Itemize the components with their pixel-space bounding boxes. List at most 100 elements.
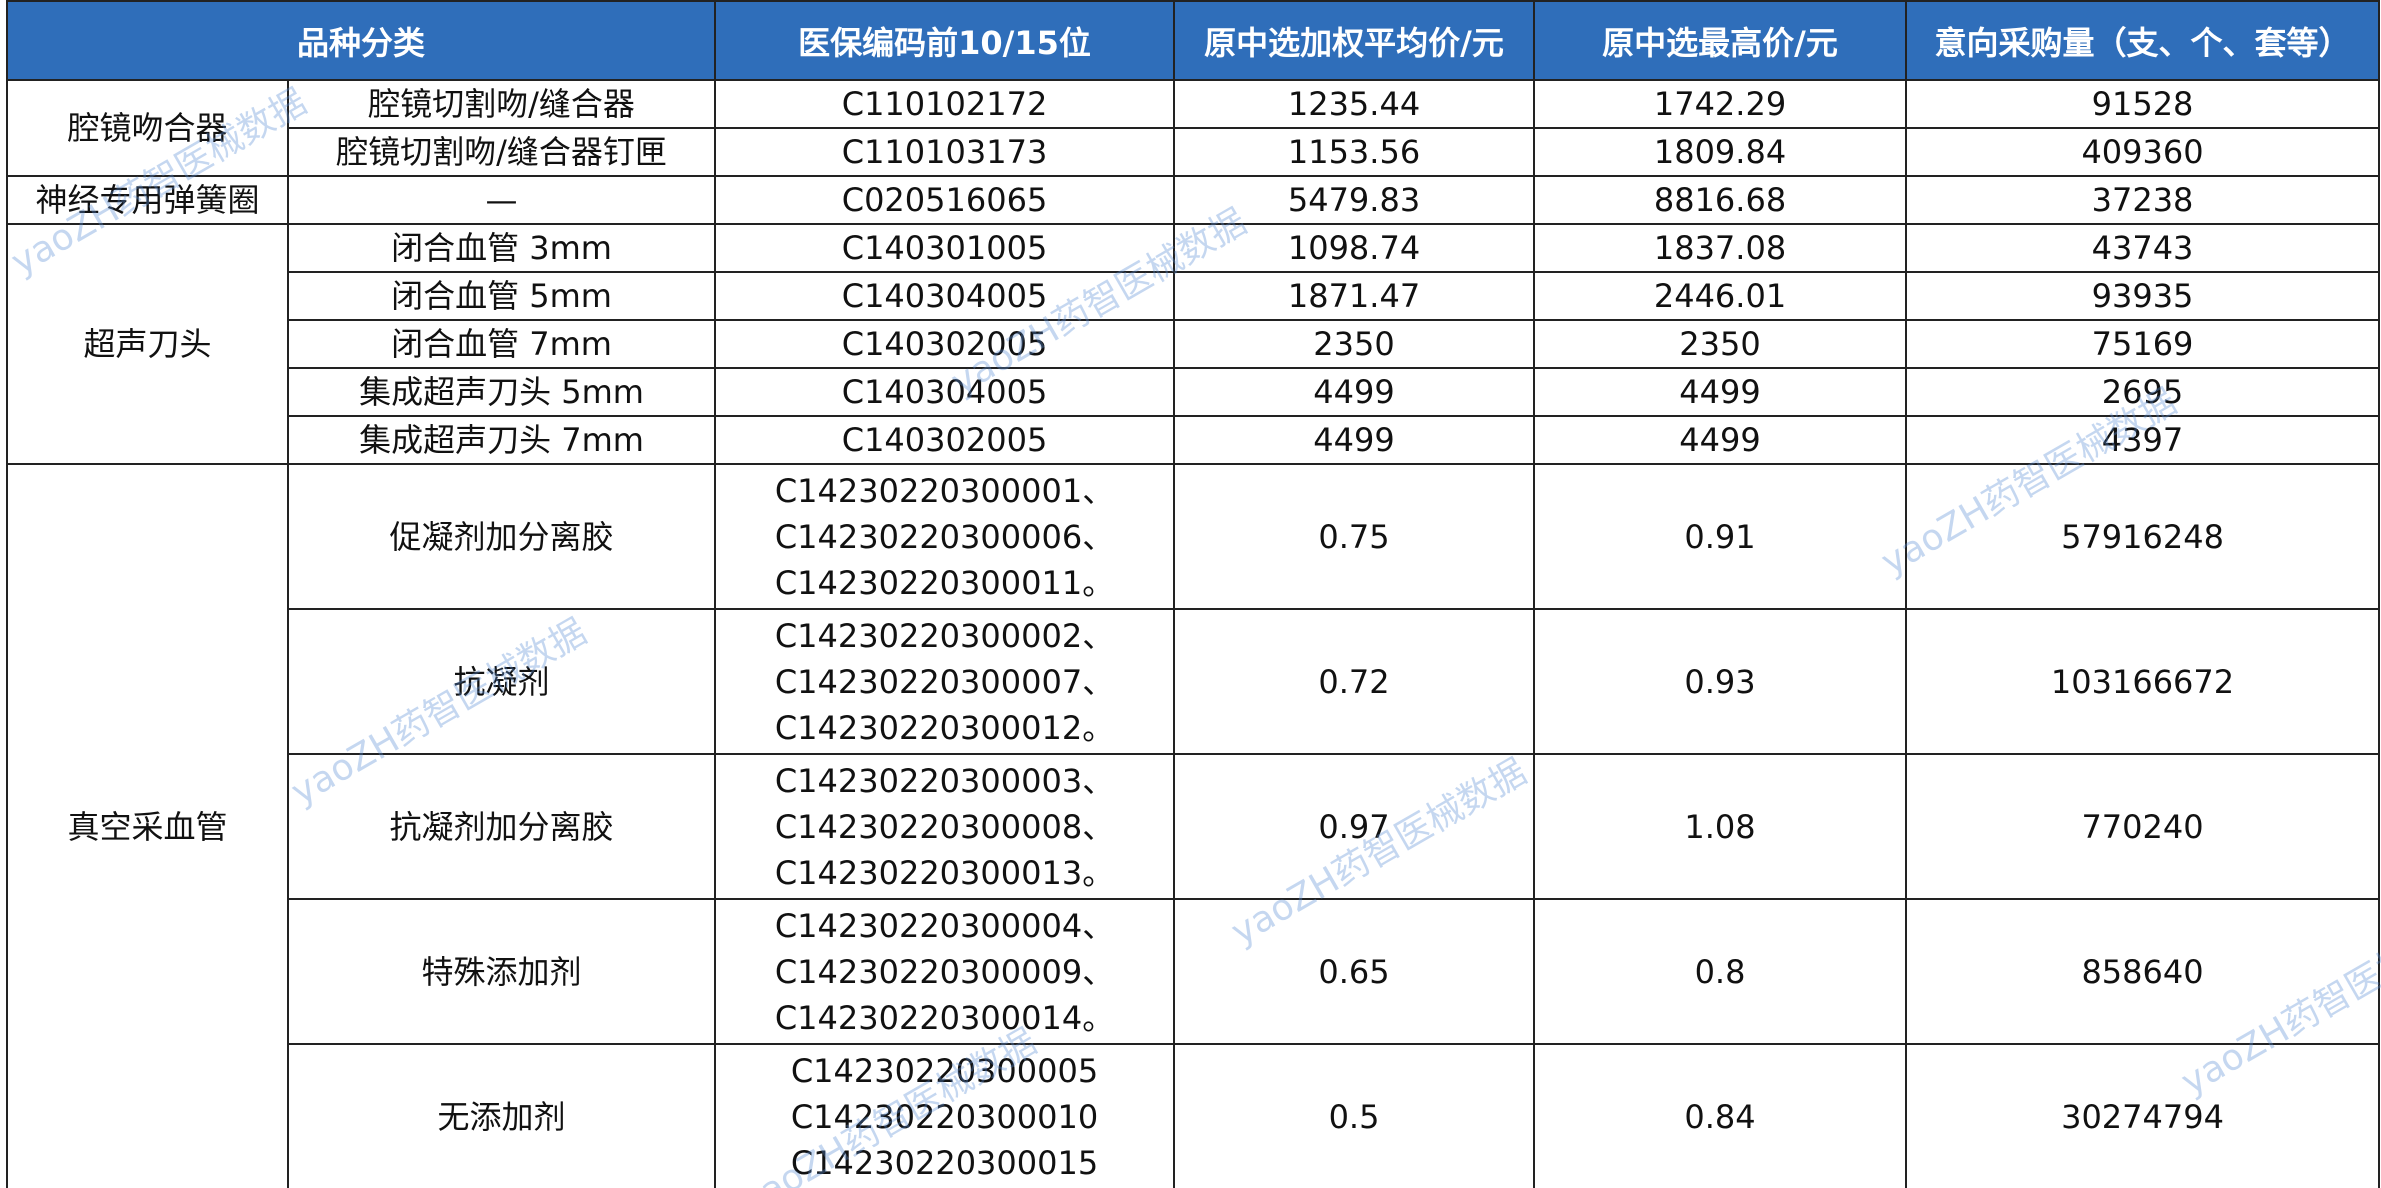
header-cell: 原中选最高价/元 (1533, 0, 1908, 81)
code-cell: C140301005 (714, 223, 1176, 273)
quantity-cell: 37238 (1905, 175, 2381, 225)
code-line: C14230220300009、 (774, 952, 1115, 991)
category-cell: 真空采血管 (6, 463, 289, 1188)
code-line: C140304005 (841, 373, 1048, 411)
table-row: 神经专用弹簧圈 — C020516065 5479.83 8816.68 37238 (6, 175, 2381, 225)
item-name-cell: 闭合血管 3mm (286, 223, 717, 273)
code-line: C140302005 (841, 325, 1048, 363)
max-price-cell: 0.93 (1533, 608, 1908, 755)
header-cell: 医保编码前10/15位 (714, 0, 1176, 81)
code-cell: C140302005 (714, 415, 1176, 465)
table-body: 腔镜吻合器 腔镜切割吻/缝合器 C110102172 1235.44 1742.29 91… (6, 79, 2381, 1188)
table-row: 无添加剂 C14230220300005 C14230220300010 C14230… (7, 1043, 2381, 1188)
quantity-cell: 43743 (1905, 223, 2381, 273)
code-line: C020516065 (841, 181, 1048, 219)
max-price-cell: 4499 (1533, 415, 1908, 465)
code-cell: C14230220300002、 C14230220300007、 C1423022… (714, 608, 1176, 755)
table-row: 集成超声刀头 5mm C140304005 4499 4499 2695 (7, 367, 2381, 417)
code-cell: C110103173 (714, 127, 1176, 177)
avg-price-cell: 1153.56 (1173, 127, 1536, 177)
avg-price-cell: 0.5 (1173, 1043, 1536, 1188)
procurement-table: 品种分类 医保编码前10/15位 原中选加权平均价/元 原中选最高价/元 意向采购量（支… (5, 0, 2381, 1188)
max-price-cell: 1809.84 (1533, 127, 1908, 177)
table-row: 集成超声刀头 7mm C140302005 4499 4499 4397 (7, 415, 2381, 465)
code-cell: C140302005 (714, 319, 1176, 369)
avg-price-cell: 2350 (1173, 319, 1536, 369)
quantity-cell: 103166672 (1905, 608, 2381, 755)
quantity-cell: 409360 (1905, 127, 2381, 177)
quantity-cell: 30274794 (1905, 1043, 2381, 1188)
category-cell: 腔镜吻合器 (6, 79, 289, 177)
item-name-cell: 特殊添加剂 (286, 898, 717, 1045)
table-row: 闭合血管 5mm C140304005 1871.47 2446.01 93935 (7, 271, 2381, 321)
code-cell: C140304005 (714, 271, 1176, 321)
code-line: C14230220300003、 (774, 761, 1115, 800)
code-line: C14230220300008、 (774, 807, 1115, 846)
quantity-cell: 4397 (1905, 415, 2381, 465)
item-name-cell: 闭合血管 5mm (286, 271, 717, 321)
code-line: C14230220300006、 (774, 517, 1115, 556)
table-row: 抗凝剂加分离胶 C14230220300003、 C14230220300008、 C… (7, 753, 2381, 900)
max-price-cell: 0.91 (1533, 463, 1908, 610)
code-line: C14230220300004、 (774, 906, 1115, 945)
quantity-cell: 91528 (1905, 79, 2381, 129)
code-line: C140304005 (841, 277, 1048, 315)
quantity-cell: 770240 (1905, 753, 2381, 900)
code-line: C14230220300010 (790, 1097, 1099, 1136)
max-price-cell: 1742.29 (1533, 79, 1908, 129)
header-cell: 原中选加权平均价/元 (1173, 0, 1536, 81)
item-name-cell: 腔镜切割吻/缝合器 (286, 79, 717, 129)
table-row: 闭合血管 7mm C140302005 2350 2350 75169 (7, 319, 2381, 369)
code-cell: C14230220300004、 C14230220300009、 C1423022… (714, 898, 1176, 1045)
category-cell: 超声刀头 (6, 223, 289, 465)
table-row: 特殊添加剂 C14230220300004、 C14230220300009、 C14… (7, 898, 2381, 1045)
code-line: C140301005 (841, 229, 1048, 267)
table-row: 腔镜吻合器 腔镜切割吻/缝合器 C110102172 1235.44 1742.29 91… (6, 79, 2381, 177)
code-line: C14230220300013。 (774, 853, 1115, 892)
avg-price-cell: 0.97 (1173, 753, 1536, 900)
code-line: C14230220300002、 (774, 616, 1115, 655)
code-cell: C14230220300001、 C14230220300006、 C1423022… (714, 463, 1176, 610)
code-line: C14230220300014。 (774, 998, 1115, 1037)
code-line: C110103173 (841, 133, 1048, 171)
avg-price-cell: 1871.47 (1173, 271, 1536, 321)
avg-price-cell: 0.65 (1173, 898, 1536, 1045)
table-row: 超声刀头 闭合血管 3mm C140301005 1098.74 1837.08 4374… (6, 223, 2381, 465)
max-price-cell: 8816.68 (1533, 175, 1908, 225)
quantity-cell: 93935 (1905, 271, 2381, 321)
max-price-cell: 1.08 (1533, 753, 1908, 900)
item-name-cell: 闭合血管 7mm (286, 319, 717, 369)
table-row: 真空采血管 促凝剂加分离胶 C14230220300001、 C14230220300… (6, 463, 2381, 1188)
code-cell: C14230220300005 C14230220300010 C142302203… (714, 1043, 1176, 1188)
code-cell: C14230220300003、 C14230220300008、 C1423022… (714, 753, 1176, 900)
max-price-cell: 0.8 (1533, 898, 1908, 1045)
quantity-cell: 75169 (1905, 319, 2381, 369)
item-name-cell: 集成超声刀头 5mm (286, 367, 717, 417)
avg-price-cell: 4499 (1173, 415, 1536, 465)
item-name-cell: — (286, 175, 717, 225)
avg-price-cell: 4499 (1173, 367, 1536, 417)
code-line: C14230220300005 (790, 1051, 1099, 1090)
item-name-cell: 抗凝剂加分离胶 (286, 753, 717, 900)
item-name-cell: 腔镜切割吻/缝合器钉匣 (286, 127, 717, 177)
header-cell: 品种分类 (5, 0, 717, 81)
avg-price-cell: 0.75 (1173, 463, 1536, 610)
item-name-cell: 促凝剂加分离胶 (286, 463, 717, 610)
item-name-cell: 无添加剂 (286, 1043, 717, 1188)
avg-price-cell: 5479.83 (1173, 175, 1536, 225)
code-line: C14230220300015 (790, 1143, 1099, 1182)
header-cell: 意向采购量（支、个、套等） (1905, 0, 2381, 81)
item-name-cell: 集成超声刀头 7mm (286, 415, 717, 465)
header-row: 品种分类 医保编码前10/15位 原中选加权平均价/元 原中选最高价/元 意向采购量（支… (5, 0, 2381, 81)
code-cell: C110102172 (714, 79, 1176, 129)
quantity-cell: 2695 (1905, 367, 2381, 417)
code-line: C14230220300007、 (774, 662, 1115, 701)
max-price-cell: 1837.08 (1533, 223, 1908, 273)
item-name-cell: 抗凝剂 (286, 608, 717, 755)
max-price-cell: 2446.01 (1533, 271, 1908, 321)
code-line: C14230220300011。 (774, 563, 1115, 602)
quantity-cell: 858640 (1905, 898, 2381, 1045)
max-price-cell: 0.84 (1533, 1043, 1908, 1188)
avg-price-cell: 1098.74 (1173, 223, 1536, 273)
